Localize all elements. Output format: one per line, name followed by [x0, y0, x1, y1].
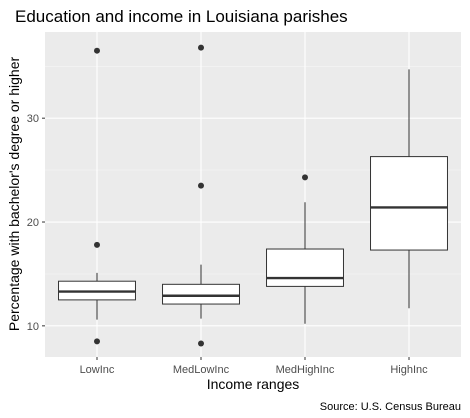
x-tick-label: MedLowInc	[173, 364, 230, 376]
outlier-point	[94, 47, 100, 54]
x-axis: LowInc MedLowInc MedHighInc HighInc	[80, 357, 428, 376]
source-caption: Source: U.S. Census Bureau	[320, 401, 461, 413]
x-axis-label: Income ranges	[207, 376, 300, 392]
outlier-point	[94, 241, 100, 248]
y-tick-label: 30	[27, 113, 39, 125]
y-tick-label: 10	[27, 321, 39, 333]
y-tick-label: 20	[27, 217, 39, 229]
chart-title: Education and income in Louisiana parish…	[15, 7, 348, 26]
x-tick-label: HighInc	[390, 364, 428, 376]
boxes	[58, 44, 448, 347]
y-axis: 10 20 30	[27, 113, 45, 333]
x-tick-label: MedHighInc	[276, 364, 335, 376]
x-tick-label: LowInc	[80, 364, 115, 376]
box-MedHighInc	[266, 174, 344, 324]
outlier-point	[198, 44, 204, 51]
y-axis-label: Percentage with bachelor's degree or hig…	[6, 57, 22, 332]
outlier-point	[302, 174, 308, 181]
outlier-point	[198, 340, 204, 347]
outlier-point	[198, 182, 204, 189]
box-LowInc	[58, 47, 136, 345]
box-MedLowInc	[162, 44, 240, 347]
box-HighInc	[370, 69, 448, 309]
iqr-box	[370, 156, 448, 251]
iqr-box	[266, 248, 344, 287]
outlier-point	[94, 338, 100, 345]
iqr-box	[162, 283, 240, 305]
